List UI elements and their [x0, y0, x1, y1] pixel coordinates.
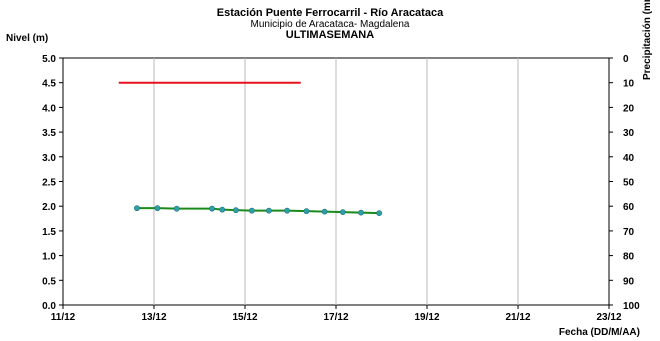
x-tick-label: 19/12	[414, 312, 439, 323]
y2-tick-label: 70	[623, 227, 635, 238]
y2-tick-label: 10	[623, 79, 635, 90]
y-tick-label: 0.5	[42, 276, 56, 287]
y2-tick-label: 30	[623, 128, 635, 139]
chart-subtitle: Municipio de Aracataca- Magdalena	[250, 19, 410, 30]
x-axis-title: Fecha (DD/M/AA)	[558, 327, 640, 338]
level-data-point	[232, 207, 239, 214]
x-tick-label: 21/12	[505, 312, 530, 323]
x-tick-label: 23/12	[596, 312, 621, 323]
y-tick-label: 1.0	[42, 252, 56, 263]
x-tick-label: 15/12	[232, 312, 257, 323]
level-data-point	[154, 205, 161, 212]
y-tick-label: 4.5	[42, 79, 56, 90]
y-tick-label: 0.0	[42, 301, 56, 312]
level-data-point	[376, 210, 383, 217]
y2-tick-label: 100	[623, 301, 640, 312]
y-tick-label: 3.5	[42, 128, 56, 139]
y2-tick-label: 80	[623, 252, 635, 263]
y2-tick-label: 60	[623, 202, 635, 213]
chart-title-block: Estación Puente Ferrocarril - Río Aracat…	[0, 8, 660, 41]
level-data-point	[173, 205, 180, 212]
y-tick-label: 5.0	[42, 54, 56, 65]
x-tick-label: 11/12	[51, 312, 76, 323]
y2-tick-label: 90	[623, 276, 635, 287]
level-data-point	[358, 209, 364, 216]
level-data-point	[248, 207, 255, 214]
level-series-line	[136, 207, 380, 215]
y2-tick-label: 40	[623, 153, 635, 164]
y2-tick-label: 20	[623, 103, 635, 114]
level-data-point	[219, 206, 226, 213]
level-data-point	[265, 207, 272, 214]
level-data-point	[134, 205, 140, 212]
level-data-point	[339, 209, 346, 216]
y-axis-title: Nivel (m)	[6, 33, 49, 44]
level-data-point	[209, 205, 215, 212]
y-tick-label: 4.0	[42, 103, 56, 114]
level-data-point	[321, 208, 328, 215]
y2-tick-label: 50	[623, 178, 635, 189]
y2-tick-label: 0	[623, 54, 629, 65]
level-data-point	[303, 208, 310, 215]
y-tick-label: 1.5	[42, 227, 56, 238]
y-tick-label: 3.0	[42, 153, 56, 164]
level-data-point	[284, 207, 290, 214]
x-tick-label: 17/12	[323, 312, 348, 323]
y-tick-label: 2.5	[42, 178, 56, 189]
chart-subtitle-period: ULTIMASEMANA	[285, 29, 375, 41]
x-tick-label: 13/12	[141, 312, 166, 323]
chart-title: Estación Puente Ferrocarril - Río Aracat…	[216, 7, 444, 19]
y-tick-label: 2.0	[42, 202, 56, 213]
